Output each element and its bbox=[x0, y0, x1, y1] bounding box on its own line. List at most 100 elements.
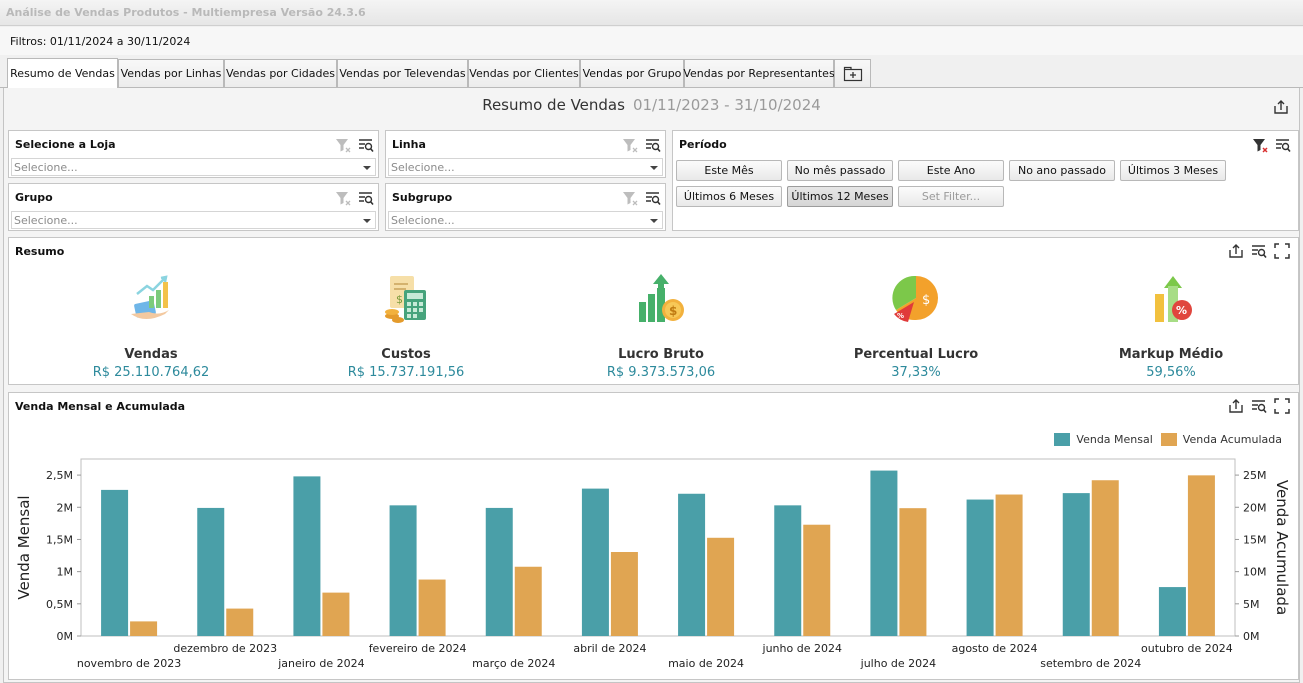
kpi-value: 37,33% bbox=[891, 365, 941, 380]
periodo-este-ano-button[interactable]: Este Ano bbox=[898, 160, 1004, 181]
y-tick-left: 2M bbox=[57, 501, 74, 514]
clear-filter-button[interactable] bbox=[621, 189, 639, 207]
title-bar: Análise de Vendas Produtos - Multiempres… bbox=[0, 0, 1303, 26]
export-button[interactable] bbox=[1227, 397, 1245, 415]
kpi-lucro-bruto: $ Lucro Bruto R$ 9.373.573,06 bbox=[536, 270, 786, 380]
filter-panel-subgrupo: Subgrupo Selecione... bbox=[385, 183, 666, 231]
chevron-down-icon bbox=[650, 166, 658, 170]
filter-panel-linha: Linha Selecione... bbox=[385, 130, 666, 178]
bar-venda-mensal bbox=[197, 507, 225, 636]
legend-swatch bbox=[1054, 433, 1071, 446]
x-tick-label: maio de 2024 bbox=[668, 657, 744, 670]
svg-text:%: % bbox=[1176, 304, 1187, 317]
linha-select[interactable]: Selecione... bbox=[388, 158, 663, 176]
subgrupo-select-placeholder: Selecione... bbox=[391, 214, 455, 227]
filter-panel-loja: Selecione a Loja Selecione... bbox=[8, 130, 379, 178]
tab-vendas-por-cidades[interactable]: Vendas por Cidades bbox=[224, 59, 337, 87]
bar-venda-acumulada bbox=[226, 608, 254, 636]
filter-panel-grupo: Grupo Selecione... bbox=[8, 183, 379, 231]
periodo-ultimos-6-meses-button[interactable]: Últimos 6 Meses bbox=[676, 186, 782, 207]
bar-venda-acumulada bbox=[514, 566, 542, 636]
tab-resumo-de-vendas[interactable]: Resumo de Vendas bbox=[7, 58, 118, 88]
periodo-ultimos-12-meses-button[interactable]: Últimos 12 Meses bbox=[787, 186, 893, 207]
svg-text:$: $ bbox=[922, 293, 930, 308]
chevron-down-icon bbox=[363, 166, 371, 170]
grupo-select-placeholder: Selecione... bbox=[14, 214, 78, 227]
search-filter-button[interactable] bbox=[644, 189, 662, 207]
bar-venda-acumulada bbox=[1187, 475, 1215, 636]
x-tick-label: julho de 2024 bbox=[860, 657, 937, 670]
export-button[interactable] bbox=[1227, 242, 1245, 260]
periodo-este-mes-button[interactable]: Este Mês bbox=[676, 160, 782, 181]
maximize-button[interactable] bbox=[1273, 397, 1291, 415]
search-filter-button[interactable] bbox=[1250, 242, 1268, 260]
periodo-panel: Período Este Mês No mês passado Este Ano… bbox=[672, 130, 1299, 231]
periodo-mes-passado-button[interactable]: No mês passado bbox=[787, 160, 893, 181]
panel-title-periodo: Período bbox=[679, 138, 727, 151]
y-tick-right: 25M bbox=[1243, 469, 1267, 482]
kpi-label: Percentual Lucro bbox=[853, 347, 979, 362]
bar-venda-mensal bbox=[678, 493, 706, 636]
y-tick-left: 2,5M bbox=[46, 469, 73, 482]
kpi-label: Lucro Bruto bbox=[618, 347, 704, 362]
x-tick-label: fevereiro de 2024 bbox=[369, 642, 467, 655]
x-tick-label: junho de 2024 bbox=[762, 642, 842, 655]
clear-filter-icon bbox=[336, 139, 351, 153]
tab-vendas-por-linhas[interactable]: Vendas por Linhas bbox=[118, 59, 224, 87]
clear-filter-button[interactable] bbox=[621, 136, 639, 154]
tab-vendas-por-grupo[interactable]: Vendas por Grupo bbox=[580, 59, 684, 87]
y-axis-title-left: Venda Mensal bbox=[15, 495, 33, 599]
maximize-button[interactable] bbox=[1273, 242, 1291, 260]
search-filter-button[interactable] bbox=[357, 189, 375, 207]
tab-vendas-por-televendas[interactable]: Vendas por Televendas bbox=[337, 59, 468, 87]
maximize-icon bbox=[1274, 243, 1290, 259]
clear-filter-button[interactable] bbox=[334, 189, 352, 207]
tab-vendas-por-representantes[interactable]: Vendas por Representantes bbox=[683, 59, 835, 87]
panel-title-chart: Venda Mensal e Acumulada bbox=[15, 400, 186, 413]
loja-select-placeholder: Selecione... bbox=[14, 161, 78, 174]
export-dashboard-button[interactable] bbox=[1272, 98, 1290, 116]
bar-venda-acumulada bbox=[803, 524, 831, 636]
y-tick-left: 1,5M bbox=[46, 533, 73, 546]
filters-text: Filtros: 01/11/2024 a 30/11/2024 bbox=[10, 35, 191, 48]
kpi-label: Custos bbox=[381, 347, 431, 362]
sales-growth-icon bbox=[131, 275, 169, 319]
search-list-icon bbox=[646, 139, 661, 153]
x-tick-label: agosto de 2024 bbox=[952, 642, 1038, 655]
clear-filter-button[interactable] bbox=[334, 136, 352, 154]
bar-venda-acumulada bbox=[322, 592, 350, 636]
clear-filter-button[interactable] bbox=[1251, 136, 1269, 154]
search-filter-button[interactable] bbox=[1250, 397, 1268, 415]
tab-vendas-por-clientes[interactable]: Vendas por Clientes bbox=[468, 59, 580, 87]
legend-label: Venda Acumulada bbox=[1182, 433, 1282, 446]
resumo-panel: Resumo Vendas R$ 25.110.764,62 $ bbox=[8, 237, 1299, 385]
markup-arrow-icon: % bbox=[1155, 276, 1192, 322]
bar-venda-mensal bbox=[485, 507, 513, 636]
loja-select[interactable]: Selecione... bbox=[11, 158, 376, 176]
x-tick-label: outubro de 2024 bbox=[1141, 642, 1233, 655]
panel-title-subgrupo: Subgrupo bbox=[392, 191, 453, 204]
add-tab-button[interactable] bbox=[834, 59, 871, 87]
svg-text:$: $ bbox=[669, 304, 677, 318]
periodo-ano-passado-button[interactable]: No ano passado bbox=[1009, 160, 1115, 181]
periodo-ultimos-3-meses-button[interactable]: Últimos 3 Meses bbox=[1120, 160, 1226, 181]
kpi-vendas: Vendas R$ 25.110.764,62 bbox=[26, 270, 276, 380]
legend-item-mensal[interactable]: Venda Mensal bbox=[1054, 433, 1153, 446]
search-filter-button[interactable] bbox=[1274, 136, 1292, 154]
x-tick-label: abril de 2024 bbox=[573, 642, 646, 655]
search-filter-button[interactable] bbox=[357, 136, 375, 154]
subgrupo-select[interactable]: Selecione... bbox=[388, 211, 663, 229]
search-list-icon bbox=[359, 139, 374, 153]
add-tab-icon bbox=[843, 66, 862, 81]
filters-bar: Filtros: 01/11/2024 a 30/11/2024 bbox=[0, 27, 1303, 55]
panel-title-resumo: Resumo bbox=[15, 245, 65, 258]
search-filter-button[interactable] bbox=[644, 136, 662, 154]
kpi-value: R$ 9.373.573,06 bbox=[606, 365, 716, 380]
legend-item-acumulada[interactable]: Venda Acumulada bbox=[1160, 433, 1282, 446]
grupo-select[interactable]: Selecione... bbox=[11, 211, 376, 229]
y-tick-right: 5M bbox=[1243, 598, 1260, 611]
svg-text:$: $ bbox=[396, 293, 403, 306]
periodo-set-filter-button: Set Filter... bbox=[898, 186, 1004, 207]
y-axis-title-right: Venda Acumulada bbox=[1273, 480, 1291, 615]
dashboard-date-range: 01/11/2023 - 31/10/2024 bbox=[632, 96, 821, 114]
